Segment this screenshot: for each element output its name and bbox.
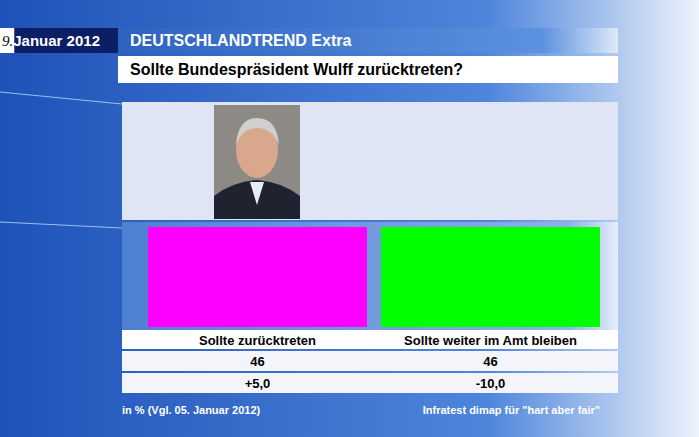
title: Sollte Bundespräsident Wulff zurücktrete… bbox=[130, 61, 463, 78]
page: {"chart_data": { "type": "bar", "date": … bbox=[0, 0, 699, 437]
photo bbox=[214, 105, 300, 219]
category-label: Sollte zurücktreten bbox=[199, 333, 316, 348]
change-label: +5,0 bbox=[245, 376, 271, 391]
value-label: 46 bbox=[250, 354, 264, 369]
photo-suit bbox=[214, 180, 300, 219]
label-row bbox=[122, 330, 618, 349]
chart: 9.Januar 2012 DEUTSCHLANDTREND Extra Sollt… bbox=[0, 0, 699, 437]
bar bbox=[381, 227, 600, 327]
source: Infratest dimap für "hart aber fair" bbox=[423, 404, 600, 416]
decor-line bbox=[0, 222, 122, 228]
bar bbox=[148, 227, 367, 327]
date: 9.Januar 2012 bbox=[2, 32, 100, 49]
background bbox=[0, 0, 699, 437]
bars bbox=[148, 227, 600, 327]
category-label: Sollte weiter im Amt bleiben bbox=[404, 333, 577, 348]
bar-band bbox=[122, 222, 618, 330]
photo-hair bbox=[236, 118, 279, 145]
note: in % (Vgl. 05. Januar 2012) bbox=[122, 404, 261, 416]
photo-shirt bbox=[250, 182, 264, 205]
value-row bbox=[122, 351, 618, 371]
value-label: 46 bbox=[483, 354, 497, 369]
change-label: -10,0 bbox=[476, 376, 506, 391]
date-box bbox=[0, 28, 118, 53]
table-texts: Sollte zurücktreten Sollte weiter im Amt … bbox=[199, 333, 577, 391]
photo-panel bbox=[122, 102, 618, 220]
header: DEUTSCHLANDTREND Extra bbox=[130, 32, 351, 49]
title-bar bbox=[118, 56, 618, 83]
decor-line bbox=[0, 92, 122, 104]
date-day-box bbox=[0, 28, 14, 53]
photo-bg bbox=[214, 105, 300, 219]
change-row bbox=[122, 373, 618, 393]
header-bar bbox=[118, 28, 618, 53]
